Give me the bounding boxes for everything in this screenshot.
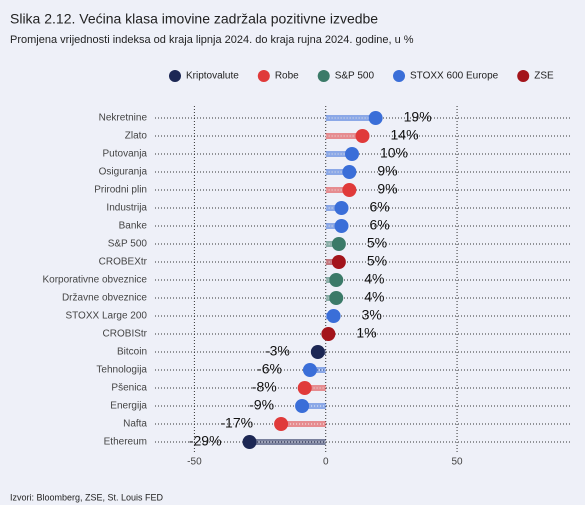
value-label: -9% <box>249 397 274 413</box>
dot <box>242 435 257 449</box>
category-label: Državne obveznice <box>62 293 147 304</box>
dot <box>331 237 346 251</box>
dot <box>368 111 383 125</box>
x-tick-label: 50 <box>451 457 463 468</box>
stem <box>302 403 326 409</box>
dot <box>331 255 346 269</box>
legend-marker <box>517 70 530 82</box>
value-label: 4% <box>364 289 384 305</box>
category-label: Prirodni plin <box>94 185 147 196</box>
value-label: -8% <box>252 379 277 395</box>
dot <box>310 345 325 359</box>
dot <box>274 417 289 431</box>
dot <box>329 291 344 305</box>
category-label: Nafta <box>123 419 147 430</box>
category-label: Bitcoin <box>117 347 147 358</box>
category-label: Energija <box>110 401 147 412</box>
category-label: S&P 500 <box>108 239 148 250</box>
stem <box>325 187 350 193</box>
legend-marker <box>393 70 406 82</box>
value-label: 5% <box>367 235 387 251</box>
value-label: -17% <box>220 415 253 431</box>
value-label: -3% <box>265 343 290 359</box>
stem <box>325 205 342 211</box>
category-label: Tehnologija <box>96 365 147 376</box>
source: Izvori: Bloomberg, ZSE, St. Louis FED <box>10 492 164 502</box>
dot <box>329 273 344 287</box>
legend-marker <box>317 70 330 82</box>
legend-label: ZSE <box>534 71 554 82</box>
category-label: Nekretnine <box>99 113 148 124</box>
value-label: 5% <box>367 253 387 269</box>
stem <box>281 421 326 427</box>
category-label: STOXX Large 200 <box>65 311 147 322</box>
dot <box>321 327 336 341</box>
stem <box>325 151 352 157</box>
dot <box>334 219 349 233</box>
value-label: 1% <box>356 325 376 341</box>
dot <box>297 381 312 395</box>
stem <box>249 439 326 445</box>
category-label: Banke <box>119 221 148 232</box>
dot <box>344 147 359 161</box>
dot <box>302 363 317 377</box>
legend-label: S&P 500 <box>335 71 375 82</box>
value-label: 6% <box>369 199 389 215</box>
stem <box>325 169 350 175</box>
value-label: 10% <box>380 145 408 161</box>
dot <box>355 129 370 143</box>
value-label: -6% <box>257 361 282 377</box>
legend-label: Robe <box>275 71 299 82</box>
value-label: -29% <box>189 433 222 449</box>
category-label: Pšenica <box>111 383 147 394</box>
value-label: 19% <box>404 109 432 125</box>
category-label: CROBIStr <box>103 329 148 340</box>
legend-marker <box>257 70 270 82</box>
dot <box>342 183 357 197</box>
dot <box>295 399 310 413</box>
stem <box>309 367 326 373</box>
x-tick-label: 0 <box>323 457 329 468</box>
dot <box>326 309 341 323</box>
category-label: Putovanja <box>103 149 148 160</box>
category-label: Korporativne obveznice <box>42 275 147 286</box>
stem <box>304 385 326 391</box>
category-label: Industrija <box>106 203 147 214</box>
legend-label: STOXX 600 Europe <box>410 71 499 82</box>
category-label: Osiguranja <box>99 167 148 178</box>
category-label: Zlato <box>125 131 148 142</box>
value-label: 9% <box>377 181 397 197</box>
category-label: CROBEXtr <box>99 257 148 268</box>
stem <box>325 223 342 229</box>
value-label: 6% <box>369 217 389 233</box>
category-label: Ethereum <box>104 437 147 448</box>
value-label: 9% <box>377 163 397 179</box>
chart-subtitle: Promjena vrijednosti indeksa od kraja li… <box>10 34 414 46</box>
dot <box>334 201 349 215</box>
legend-label: Kriptovalute <box>186 71 239 82</box>
dot <box>342 165 357 179</box>
value-label: 3% <box>362 307 382 323</box>
x-tick-label: -50 <box>187 457 202 468</box>
value-label: 4% <box>364 271 384 287</box>
value-label: 14% <box>391 127 419 143</box>
legend-marker <box>169 70 181 82</box>
chart-title: Slika 2.12. Većina klasa imovine zadržal… <box>10 11 378 27</box>
